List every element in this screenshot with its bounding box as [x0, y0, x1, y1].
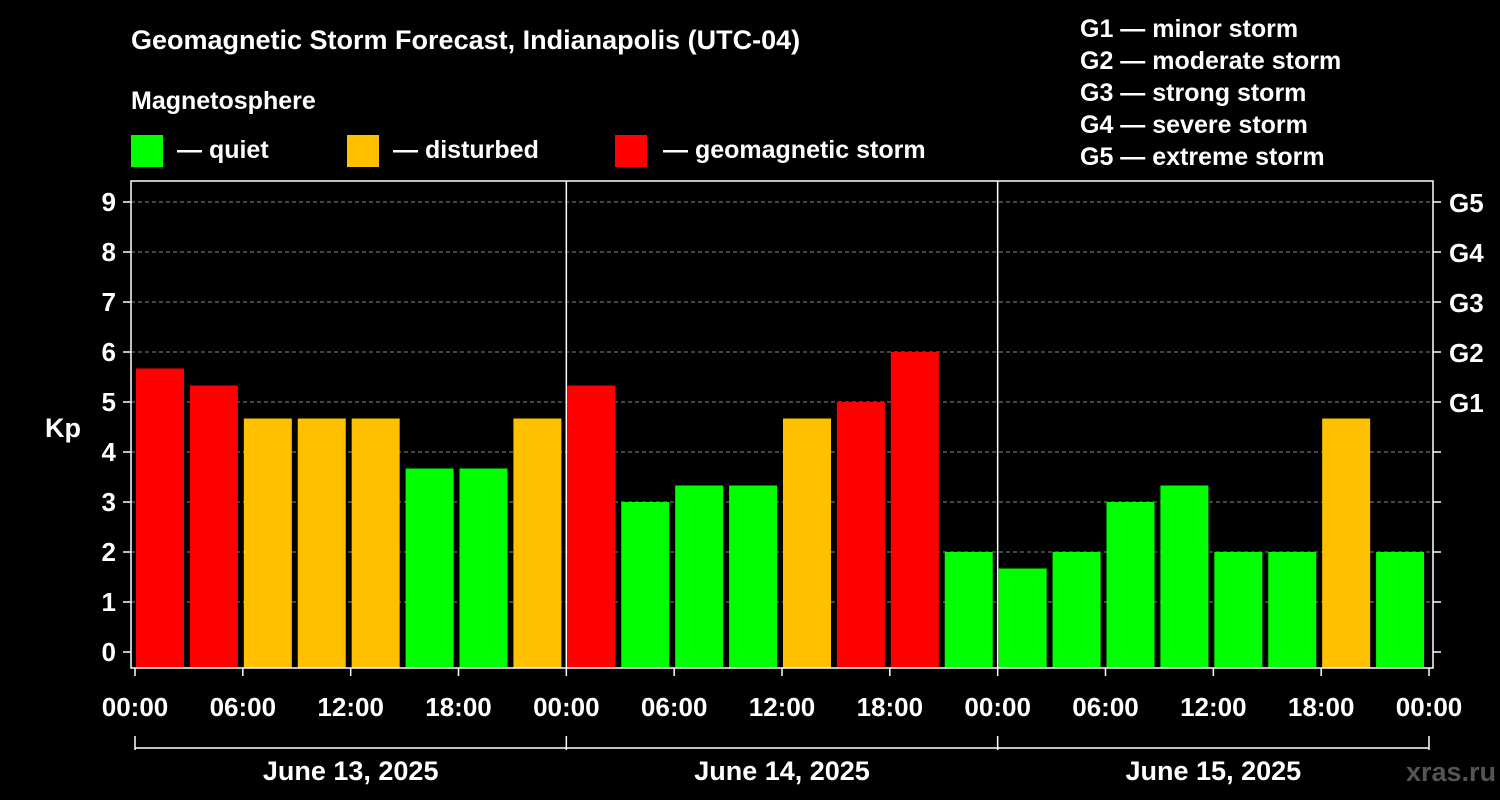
- kp-bar: [890, 352, 939, 668]
- storm-scale-g2: G2 — moderate storm: [1080, 47, 1341, 75]
- kp-bar: [351, 418, 400, 668]
- y-axis-label: Kp: [45, 413, 81, 443]
- storm-scale-g3: G3 — strong storm: [1080, 79, 1306, 107]
- right-tick-label: G5: [1449, 188, 1484, 218]
- kp-bar: [567, 385, 616, 668]
- y-tick-label: 3: [102, 487, 116, 517]
- x-tick-label: 06:00: [641, 692, 708, 722]
- x-tick-label: 00:00: [964, 692, 1031, 722]
- legend-label-quiet: — quiet: [177, 136, 269, 164]
- right-ticks: G1 G2 G3 G4 G5: [1433, 188, 1484, 653]
- kp-bar: [1268, 552, 1317, 668]
- kp-bar: [243, 418, 292, 668]
- x-tick-label: 12:00: [1180, 692, 1247, 722]
- x-tick-label: 06:00: [210, 692, 277, 722]
- x-tick-label: 06:00: [1072, 692, 1139, 722]
- day-label: June 14, 2025: [694, 756, 870, 786]
- kp-bar: [1160, 485, 1209, 668]
- kp-bar: [729, 485, 778, 668]
- x-tick-label: 12:00: [749, 692, 816, 722]
- kp-bar: [1052, 552, 1101, 668]
- grid-lines: [131, 201, 1433, 603]
- kp-bar: [783, 418, 831, 668]
- storm-scale-list: G1 — minor storm G2 — moderate storm G3 …: [1080, 15, 1341, 171]
- legend-label-disturbed: — disturbed: [393, 136, 539, 164]
- x-tick-label: 12:00: [317, 692, 384, 722]
- x-tick-label: 00:00: [1396, 692, 1463, 722]
- kp-bar: [944, 552, 993, 668]
- y-tick-label: 2: [102, 537, 116, 567]
- y-tick-label: 0: [102, 637, 116, 667]
- x-tick-label: 18:00: [1288, 692, 1355, 722]
- right-tick-label: G4: [1449, 238, 1484, 268]
- x-tick-label: 18:00: [425, 692, 492, 722]
- y-tick-label: 4: [102, 437, 117, 467]
- storm-scale-g4: G4 — severe storm: [1080, 111, 1308, 139]
- kp-bar: [405, 468, 454, 668]
- day-label: June 13, 2025: [263, 756, 439, 786]
- legend-swatch-storm: [615, 135, 647, 167]
- kp-bar: [459, 468, 508, 668]
- kp-bar: [836, 402, 885, 668]
- kp-bar: [513, 418, 562, 668]
- kp-bar: [1322, 418, 1371, 668]
- x-ticks: 00:00 06:00 12:00 18:00 00:00 06:00 12:00 18:00…: [102, 668, 1463, 722]
- legend-swatch-disturbed: [347, 135, 379, 167]
- storm-scale-g1: G1 — minor storm: [1080, 15, 1298, 43]
- right-tick-label: G2: [1449, 338, 1484, 368]
- y-ticks: 0 1 2 3 4 5 6 7 8 9: [102, 187, 131, 667]
- kp-bar: [1376, 552, 1425, 668]
- kp-bar: [189, 385, 238, 668]
- day-dividers: [565, 181, 999, 668]
- y-tick-label: 6: [102, 337, 116, 367]
- legend-swatch-quiet: [131, 135, 163, 167]
- y-tick-label: 8: [102, 237, 116, 267]
- kp-bar: [136, 368, 184, 668]
- kp-bar: [998, 568, 1047, 668]
- day-label: June 15, 2025: [1126, 756, 1302, 786]
- kp-bar: [675, 485, 724, 668]
- legend: — quiet — disturbed — geomagnetic storm: [131, 135, 926, 167]
- x-tick-label: 00:00: [102, 692, 169, 722]
- chart-title: Geomagnetic Storm Forecast, Indianapolis…: [131, 25, 800, 55]
- magnetosphere-label: Magnetosphere: [131, 87, 316, 115]
- bars: [136, 352, 1425, 668]
- kp-bar: [1106, 502, 1155, 668]
- right-tick-label: G1: [1449, 388, 1484, 418]
- right-tick-label: G3: [1449, 288, 1484, 318]
- y-tick-label: 7: [102, 287, 116, 317]
- legend-label-storm: — geomagnetic storm: [663, 136, 926, 164]
- y-tick-label: 5: [102, 387, 116, 417]
- day-brackets: June 13, 2025 June 14, 2025 June 15, 2025: [134, 736, 1430, 786]
- kp-bar: [297, 418, 346, 668]
- x-tick-label: 00:00: [533, 692, 600, 722]
- kp-bar: [1214, 552, 1263, 668]
- x-tick-label: 18:00: [857, 692, 924, 722]
- y-tick-label: 9: [102, 187, 116, 217]
- watermark: xras.ru: [1406, 757, 1496, 787]
- kp-bar: [621, 502, 670, 668]
- y-tick-label: 1: [102, 587, 116, 617]
- storm-scale-g5: G5 — extreme storm: [1080, 143, 1325, 171]
